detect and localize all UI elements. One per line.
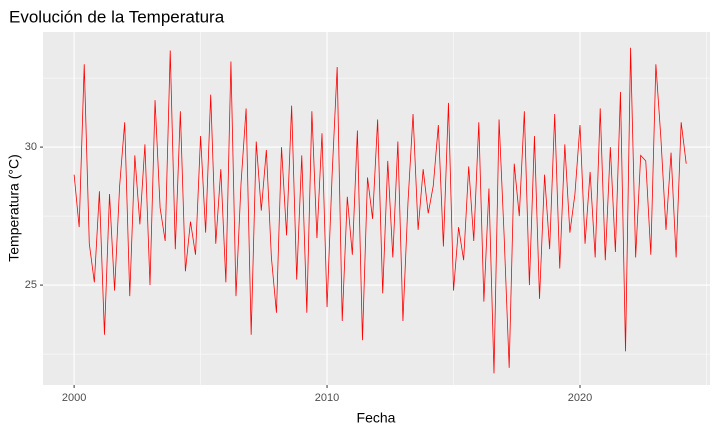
y-tick-label: 25 bbox=[25, 279, 37, 291]
chart-title: Evolución de la Temperatura bbox=[9, 7, 225, 26]
plot-panel bbox=[43, 32, 710, 385]
x-tick-label: 2010 bbox=[315, 392, 339, 404]
y-axis-title: Temperatura (°C) bbox=[6, 154, 22, 262]
line-series bbox=[73, 47, 687, 374]
x-tick-label: 2000 bbox=[62, 392, 86, 404]
x-axis-title: Fecha bbox=[357, 410, 396, 426]
x-tick-label: 2020 bbox=[568, 392, 592, 404]
y-tick-label: 30 bbox=[25, 141, 37, 153]
